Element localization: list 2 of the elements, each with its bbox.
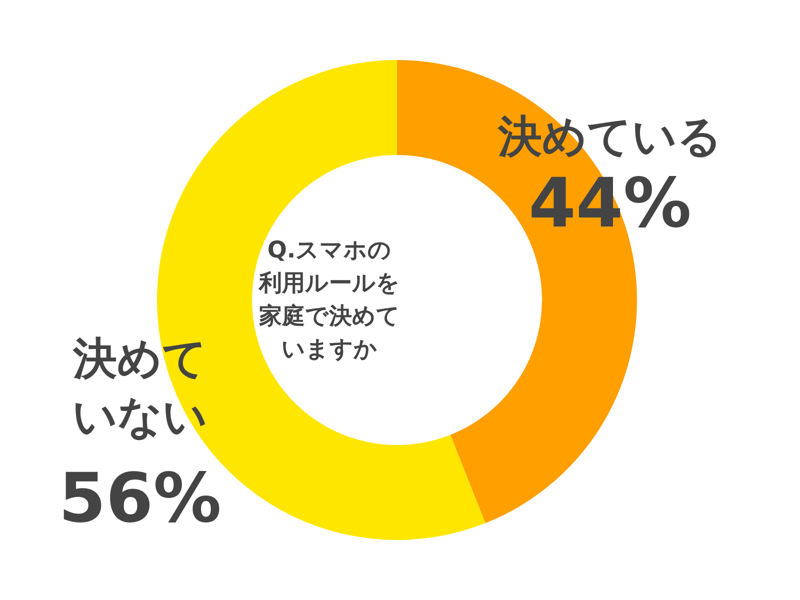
text: Q.スマホの利用ルールを家庭で決めていますか [258,238,400,362]
data-label: 56% [58,460,222,538]
